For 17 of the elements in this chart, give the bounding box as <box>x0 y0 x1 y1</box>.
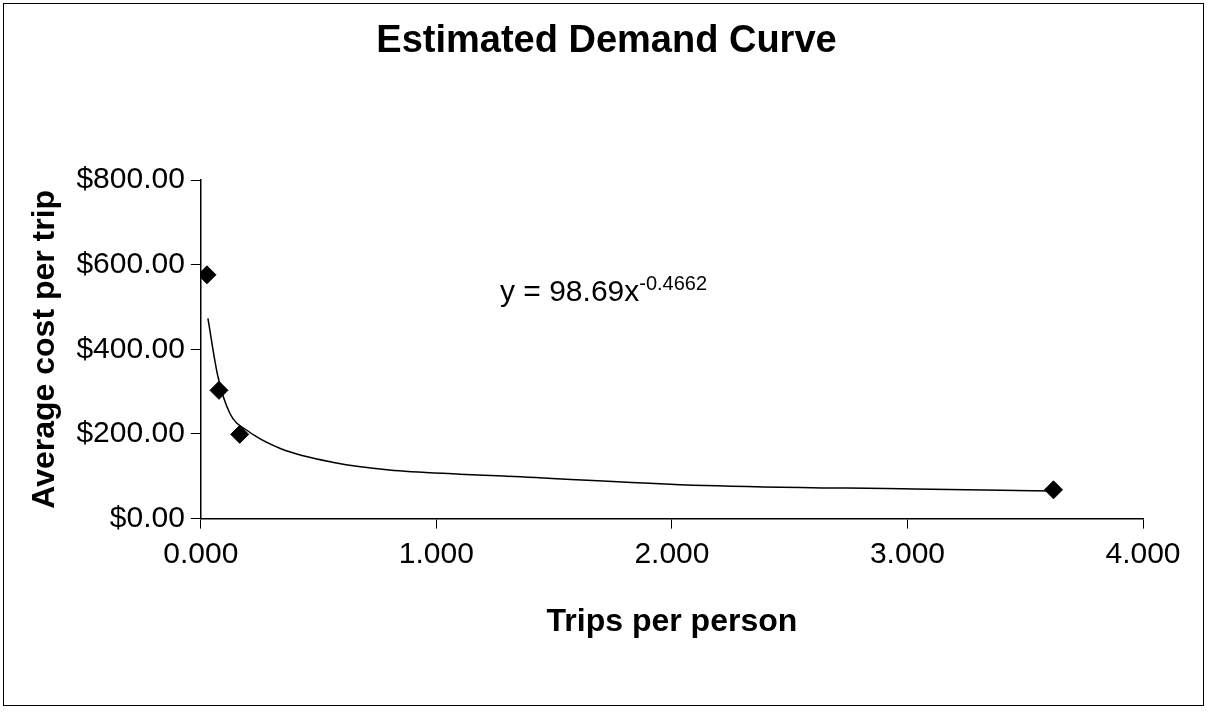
x-tick-label: 0.000 <box>163 535 239 569</box>
x-axis-title: Trips per person <box>546 601 798 638</box>
y-tick-label: $800.00 <box>76 161 185 195</box>
y-axis-title: Average cost per trip <box>25 189 62 509</box>
x-tick-label: 3.000 <box>869 535 945 569</box>
x-tick-label: 1.000 <box>398 535 474 569</box>
point <box>1043 480 1063 500</box>
x-tick-label: 4.000 <box>1105 535 1181 569</box>
point <box>230 424 250 444</box>
x-tick-label: 2.000 <box>634 535 710 569</box>
annotation: y = 98.69x$^{-0.4662}$ <box>500 272 708 308</box>
chart-title: Estimated Demand Curve <box>375 18 838 61</box>
y-tick-label: $400.00 <box>76 330 185 364</box>
y-tick-label: $600.00 <box>76 245 185 279</box>
point <box>209 380 229 400</box>
y-tick-label: $0.00 <box>109 499 185 533</box>
y-tick-label: $200.00 <box>76 415 185 449</box>
